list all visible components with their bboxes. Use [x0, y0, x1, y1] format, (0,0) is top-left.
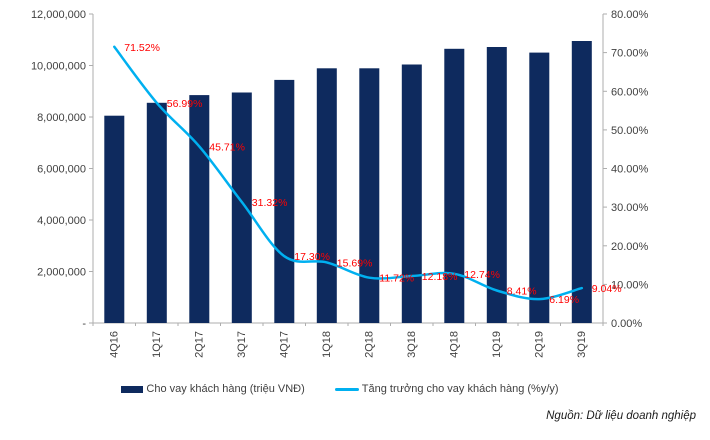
left-axis-tick-label: 8,000,000	[37, 112, 86, 124]
chart-canvas: 12,000,000 10,000,000 8,000,000 6,000,000 4,…	[31, 9, 649, 358]
bar-series-swatch-icon	[121, 385, 144, 393]
bar-1Q17	[146, 102, 167, 323]
x-axis-label-3Q18: 3Q18	[406, 331, 418, 358]
left-axis-tick-label: 2,000,000	[37, 267, 86, 279]
bar-1Q18	[316, 68, 337, 323]
x-axis-label-4Q18: 4Q18	[448, 331, 460, 358]
right-axis-tick-label: 50.00%	[611, 125, 649, 137]
bar-4Q17	[274, 79, 295, 324]
right-axis-tick-label: 40.00%	[611, 164, 649, 176]
x-axis-label-1Q18: 1Q18	[321, 331, 333, 358]
x-axis-label-2Q17: 2Q17	[193, 331, 205, 358]
source-note: Nguồn: Dữ liệu doanh nghiệp	[546, 410, 696, 422]
left-axis-tick-label: 10,000,000	[31, 61, 86, 73]
line-point-label-1Q18: 15.69%	[337, 257, 373, 269]
left-axis-tick-label: 4,000,000	[37, 215, 86, 227]
bar-3Q18	[401, 64, 422, 323]
bar-1Q19	[486, 47, 507, 323]
x-axis-label-2Q19: 2Q19	[533, 331, 545, 358]
right-axis-tick-label: 30.00%	[611, 202, 649, 214]
bar-3Q17	[231, 92, 252, 323]
line-point-label-3Q18: 12.18%	[422, 271, 458, 283]
chart-legend: Cho vay khách hàng (triệu VNĐ) Tăng trưở…	[0, 383, 680, 395]
x-axis-label-4Q17: 4Q17	[278, 331, 290, 358]
right-axis-tick-label: 10.00%	[611, 279, 649, 291]
x-axis-label-1Q17: 1Q17	[151, 331, 163, 358]
line-point-label-4Q17: 17.30%	[294, 251, 330, 263]
bar-2Q17	[189, 95, 210, 323]
x-axis-label-3Q19: 3Q19	[576, 331, 588, 358]
bar-4Q16	[104, 115, 125, 323]
bar-3Q19	[571, 41, 592, 323]
x-axis-label-4Q16: 4Q16	[108, 331, 120, 358]
line-point-label-4Q16: 71.52%	[124, 42, 160, 54]
bar-2Q19	[529, 52, 550, 323]
left-axis-tick-label: 12,000,000	[31, 9, 86, 21]
line-point-label-2Q19: 6.19%	[549, 294, 579, 306]
bar-series-label: Cho vay khách hàng (triệu VNĐ)	[146, 383, 305, 395]
right-axis-tick-label: 60.00%	[611, 86, 649, 98]
growth-line	[113, 45, 584, 301]
bar-4Q18	[444, 48, 465, 324]
x-axis-label-2Q18: 2Q18	[363, 331, 375, 358]
line-point-label-2Q18: 11.72%	[379, 273, 414, 285]
line-point-label-2Q17: 45.71%	[209, 141, 245, 153]
right-axis-tick-label: 70.00%	[611, 48, 649, 60]
right-axis-tick-label: 20.00%	[611, 241, 649, 253]
line-point-label-1Q19: 8.41%	[507, 286, 537, 298]
line-point-label-4Q18: 12.74%	[464, 269, 500, 281]
legend-item-line-series: Tăng trưởng cho vay khách hàng (%y/y)	[334, 383, 559, 395]
left-axis-tick-label: 6,000,000	[37, 164, 86, 176]
line-series-swatch-icon	[334, 387, 359, 391]
x-axis-label-3Q17: 3Q17	[236, 331, 248, 358]
x-axis-label-1Q19: 1Q19	[491, 331, 503, 358]
legend-item-bar-series: Cho vay khách hàng (triệu VNĐ)	[121, 383, 305, 395]
line-series-label: Tăng trưởng cho vay khách hàng (%y/y)	[361, 383, 559, 395]
right-axis-tick-label: 80.00%	[611, 9, 649, 21]
line-point-label-3Q19: 9.04%	[592, 283, 622, 295]
left-axis-tick-label: -	[82, 318, 86, 330]
bar-2Q18	[359, 68, 380, 323]
right-axis-tick-label: 0.00%	[611, 318, 642, 330]
line-point-label-1Q17: 56.99%	[167, 98, 203, 110]
line-point-label-3Q17: 31.32%	[252, 197, 288, 209]
